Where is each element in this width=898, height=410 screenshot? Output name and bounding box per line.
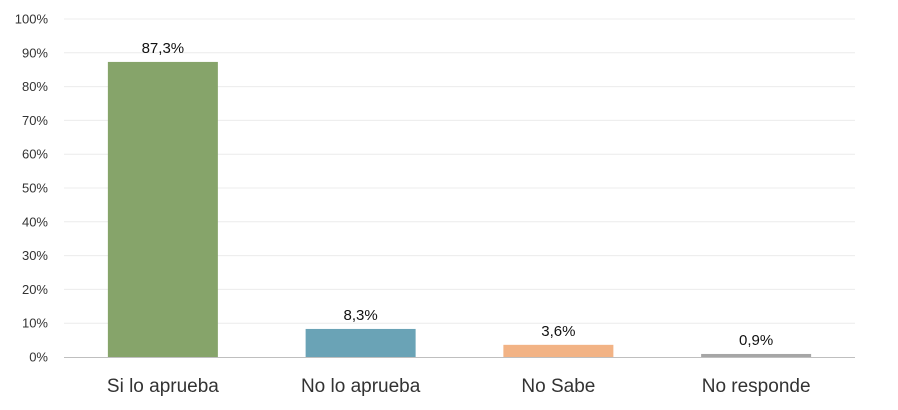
y-tick-label: 60% [22, 147, 48, 162]
x-tick-label: No Sabe [521, 376, 595, 397]
x-tick-label: No lo aprueba [301, 376, 421, 397]
x-tick-label: Si lo aprueba [107, 376, 219, 397]
data-label: 3,6% [541, 323, 575, 340]
y-tick-label: 0% [29, 350, 48, 365]
bars [107, 61, 812, 358]
y-tick-label: 80% [22, 79, 48, 94]
y-tick-label: 90% [22, 45, 48, 60]
bar [107, 61, 218, 358]
y-tick-label: 50% [22, 181, 48, 196]
x-tick-label: No responde [702, 376, 811, 397]
data-label: 8,3% [344, 307, 378, 324]
y-tick-label: 40% [22, 214, 48, 229]
data-label: 87,3% [142, 40, 185, 57]
y-tick-label: 20% [22, 282, 48, 297]
data-labels: 87,3% 8,3% 3,6% 0,9% [142, 40, 774, 349]
y-tick-label: 30% [22, 248, 48, 263]
y-axis: 0% 10% 20% 30% 40% 50% 60% 70% 80% 90% 100% [15, 12, 49, 365]
data-label: 0,9% [739, 332, 773, 349]
y-tick-label: 70% [22, 113, 48, 128]
bar [503, 344, 614, 357]
y-tick-label: 10% [22, 316, 48, 331]
x-axis: Si lo aprueba No lo aprueba No Sabe No resp… [64, 357, 855, 397]
y-tick-label: 100% [15, 12, 49, 27]
bar [305, 328, 416, 357]
bar [701, 353, 812, 357]
